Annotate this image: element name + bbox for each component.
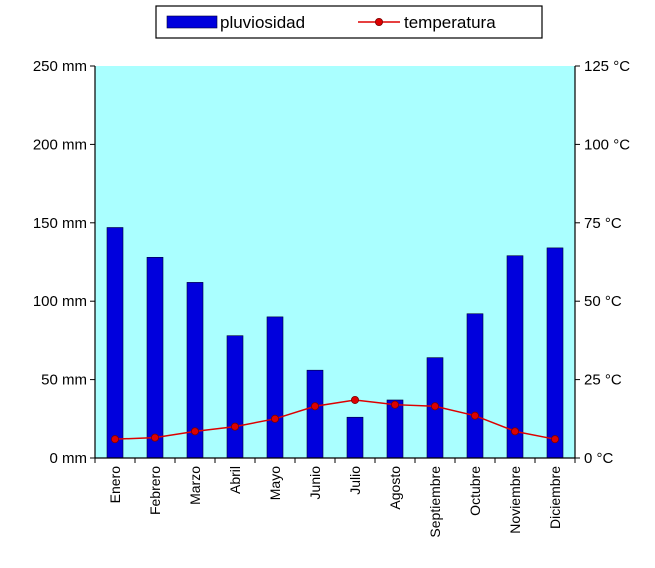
x-tick-label-enero: Enero	[107, 466, 123, 504]
right-tick-label: 50 °C	[584, 293, 622, 310]
bar-junio	[306, 369, 324, 459]
temperature-polyline	[114, 399, 556, 440]
axes: 0 mm 50 mm 100 mm 150 mm 200 mm 250 mm 0 °C 25 …	[33, 58, 630, 538]
x-tick-label-julio: Julio	[347, 466, 363, 495]
temp-point-diciembre	[551, 435, 560, 444]
x-tick-label-septiembre: Septiembre	[427, 466, 443, 538]
x-tick-label-diciembre: Diciembre	[547, 466, 563, 529]
bar-mayo	[266, 316, 284, 459]
left-tick-label: 200 mm	[33, 136, 87, 153]
rainfall-bars	[106, 227, 564, 459]
temp-point-febrero	[150, 433, 159, 442]
temp-point-septiembre	[430, 402, 439, 411]
right-tick-label: 75 °C	[584, 215, 622, 232]
bar-febrero	[146, 256, 164, 459]
temp-point-junio	[310, 402, 319, 411]
x-tick-label-mayo: Mayo	[267, 466, 283, 500]
temp-point-marzo	[190, 427, 199, 436]
temperature-line	[111, 395, 560, 444]
temp-point-octubre	[470, 411, 479, 420]
temp-point-agosto	[390, 400, 399, 409]
bar-octubre	[466, 313, 484, 459]
x-tick-label-agosto: Agosto	[387, 466, 403, 510]
left-tick-label: 250 mm	[33, 58, 87, 75]
legend-bar-swatch	[166, 15, 218, 29]
right-tick-label: 100 °C	[584, 136, 630, 153]
bar-diciembre	[546, 247, 564, 459]
temp-point-mayo	[270, 414, 279, 423]
right-tick-label: 25 °C	[584, 372, 622, 389]
temp-point-enero	[111, 435, 120, 444]
temp-point-julio	[350, 395, 359, 404]
x-tick-label-marzo: Marzo	[187, 466, 203, 505]
x-tick-label-abril: Abril	[227, 466, 243, 494]
left-tick-label: 50 mm	[41, 372, 87, 389]
bar-julio	[346, 416, 364, 459]
x-tick-label-junio: Junio	[307, 466, 323, 500]
right-tick-label: 0 °C	[584, 450, 614, 467]
plot-area	[95, 66, 575, 458]
x-tick-label-noviembre: Noviembre	[507, 466, 523, 534]
legend-line-marker	[374, 17, 383, 26]
legend-label-temperatura: temperatura	[404, 13, 496, 32]
x-tick-label-febrero: Febrero	[147, 466, 163, 515]
legend-box	[155, 5, 543, 39]
left-tick-label: 150 mm	[33, 215, 87, 232]
left-tick-label: 0 mm	[50, 450, 88, 467]
temp-point-noviembre	[510, 427, 519, 436]
x-tick-label-octubre: Octubre	[467, 466, 483, 516]
right-tick-label: 125 °C	[584, 58, 630, 75]
legend-label-pluviosidad: pluviosidad	[220, 13, 305, 32]
bar-abril	[226, 335, 244, 459]
temp-point-abril	[230, 422, 239, 431]
left-tick-label: 100 mm	[33, 293, 87, 310]
legend: pluviosidad temperatura	[155, 5, 543, 39]
bar-enero	[106, 227, 124, 459]
